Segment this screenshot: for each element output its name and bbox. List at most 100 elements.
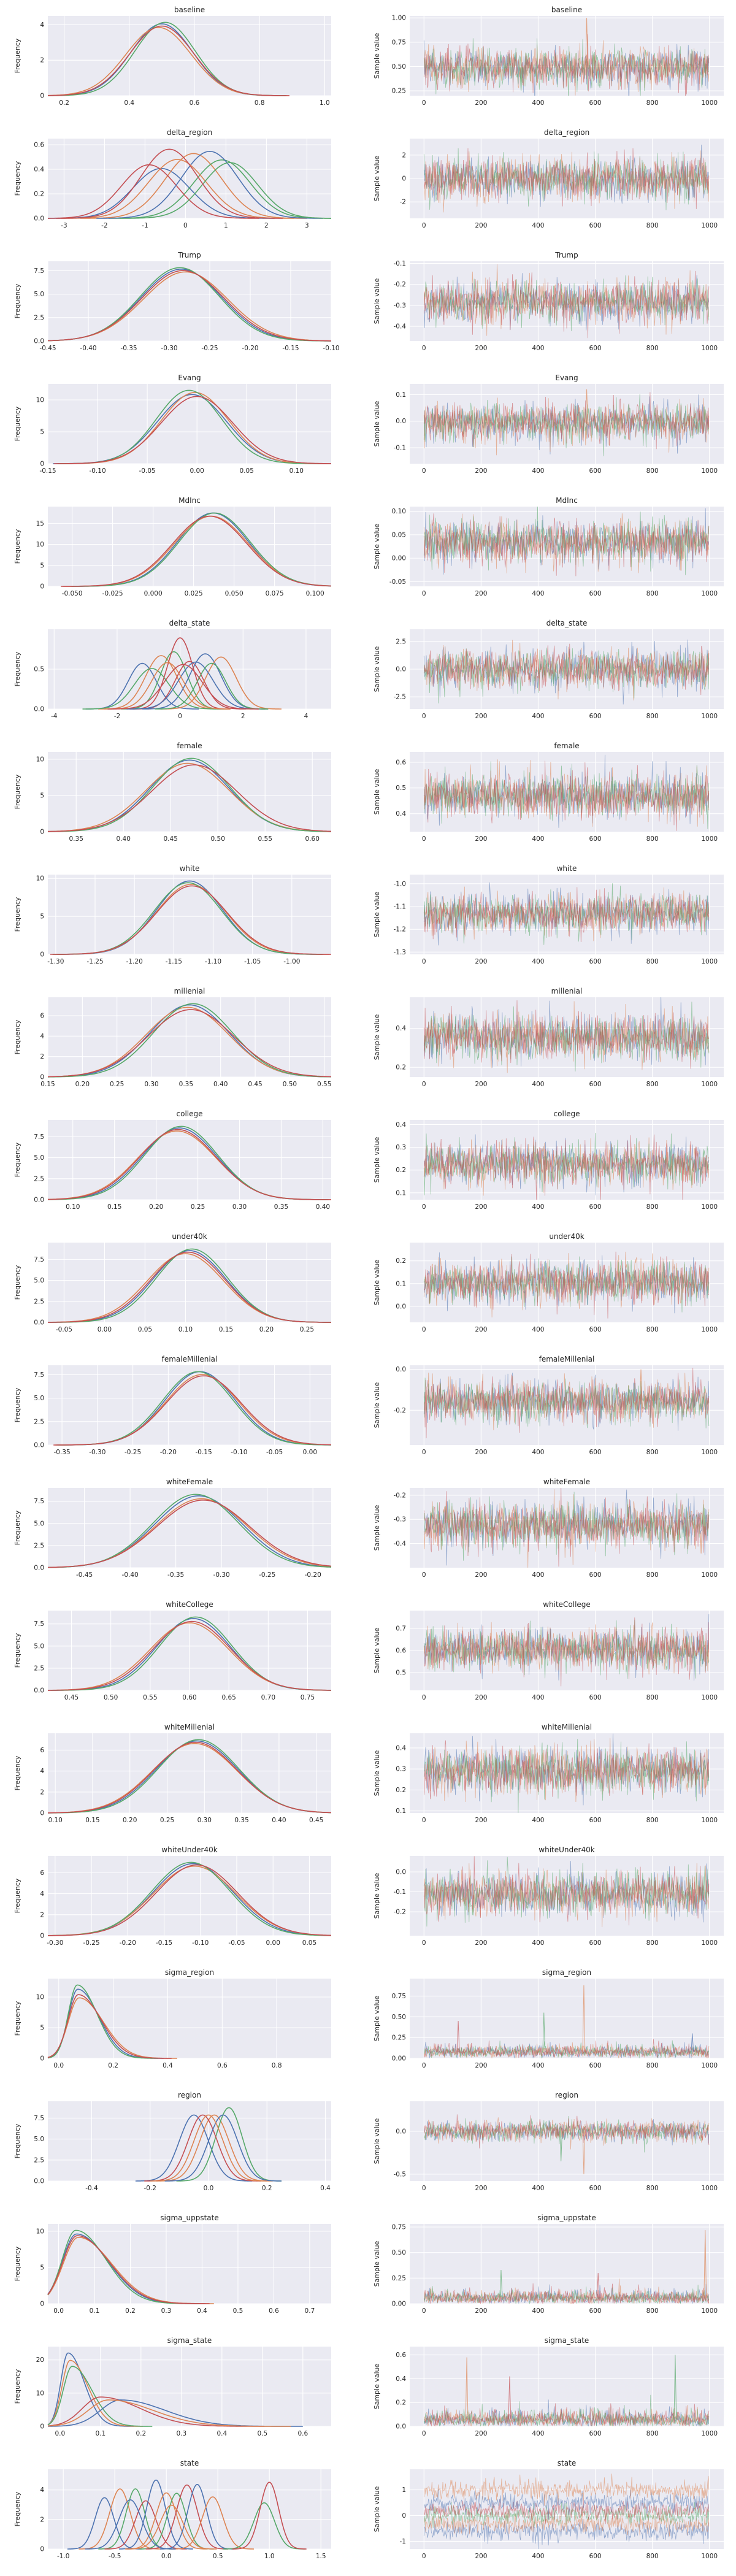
- y-axis-label: Frequency: [13, 161, 21, 196]
- x-tick-label: 0.30: [197, 1817, 212, 1824]
- x-tick-label: 200: [475, 222, 487, 229]
- x-tick-label: 200: [475, 1203, 487, 1211]
- x-tick-label: 0.35: [179, 1081, 193, 1088]
- x-tick-label: 800: [646, 835, 659, 843]
- x-tick-label: -0.15: [196, 1449, 212, 1456]
- y-axis-label: Frequency: [13, 651, 21, 686]
- y-tick-label: 0.5: [34, 666, 44, 673]
- x-tick-label: 0.0: [55, 2430, 65, 2437]
- y-tick-label: 0.2: [34, 191, 44, 198]
- panel-title: state: [558, 2459, 576, 2467]
- y-tick-label: 0.00: [392, 2301, 406, 2308]
- panel-title: sigma_uppstate: [537, 2214, 596, 2222]
- x-tick-label: 200: [475, 2062, 487, 2069]
- x-tick-label: 600: [589, 2553, 602, 2560]
- x-tick-label: 0.0: [53, 2307, 64, 2315]
- x-tick-label: 200: [475, 1817, 487, 1824]
- density-curve: [109, 159, 331, 219]
- y-axis-label: Sample value: [373, 523, 381, 569]
- x-tick-label: 0.2: [59, 99, 69, 107]
- density-panel-female: 0.35 0.40 0.45 0.50 0.55 0.60 0 5 10 female Freque…: [13, 742, 332, 843]
- x-tick-label: -1.05: [244, 958, 261, 965]
- x-tick-label: 0.6: [217, 2062, 228, 2069]
- x-tick-label: 200: [475, 590, 487, 597]
- x-tick-label: 200: [475, 2185, 487, 2192]
- density-panel-MdInc: -0.050 -0.025 0.000 0.025 0.050 0.075 0.100 0 5 1…: [13, 496, 332, 597]
- plot-background: [48, 1365, 331, 1445]
- y-tick-label: 0.3: [396, 1144, 406, 1151]
- y-axis-label: Frequency: [13, 529, 21, 564]
- x-tick-label: 0.075: [266, 590, 284, 597]
- x-tick-label: 800: [646, 1081, 659, 1088]
- x-tick-label: 800: [646, 2307, 659, 2315]
- x-tick-label: 0.10: [178, 1326, 193, 1333]
- y-axis-label: Frequency: [13, 2246, 21, 2281]
- x-tick-label: 400: [532, 590, 544, 597]
- y-tick-label: -0.2: [394, 1492, 407, 1499]
- x-tick-label: 1000: [701, 713, 718, 720]
- density-curve: [104, 662, 231, 710]
- y-tick-label: 0.0: [396, 1869, 406, 1876]
- x-tick-label: 200: [475, 713, 487, 720]
- density-curve: [118, 2479, 193, 2550]
- x-tick-label: 0.45: [164, 835, 178, 843]
- panel-title: sigma_region: [165, 1968, 214, 1977]
- y-tick-label: 0: [40, 2055, 44, 2063]
- x-tick-label: 0.05: [240, 467, 254, 475]
- x-tick-label: -0.10: [192, 1939, 209, 1947]
- x-tick-label: 0.45: [248, 1081, 262, 1088]
- density-curve: [47, 1500, 332, 1568]
- x-tick-label: 800: [646, 2553, 659, 2560]
- trace-spike: [508, 2376, 512, 2420]
- density-curve: [156, 2114, 273, 2182]
- x-tick-label: -0.35: [120, 345, 137, 352]
- y-tick-label: 0.0: [34, 1565, 44, 1572]
- y-tick-label: 5.0: [34, 291, 44, 298]
- x-tick-label: 0: [422, 2553, 426, 2560]
- x-tick-label: 0.10: [48, 1817, 62, 1824]
- x-tick-label: 800: [646, 1449, 659, 1456]
- x-tick-label: 800: [646, 2185, 659, 2192]
- y-tick-label: -0.3: [394, 1516, 407, 1524]
- trace-panel-female: 0 200 400 600 800 1000 0.4 0.5 0.6 female Sample v…: [373, 742, 724, 843]
- x-tick-label: -0.4: [85, 2185, 98, 2192]
- x-tick-label: 600: [589, 99, 602, 107]
- y-tick-label: 2.5: [34, 1175, 44, 1183]
- x-tick-label: 200: [475, 345, 487, 352]
- x-tick-label: -0.45: [76, 1571, 93, 1579]
- y-axis-label: Frequency: [13, 283, 21, 318]
- trace-panel-college: 0 200 400 600 800 1000 0.1 0.2 0.3 0.4 college Samp…: [373, 1110, 724, 1211]
- trace-chain: [423, 270, 710, 339]
- density-panel-millenial: 0.15 0.20 0.25 0.30 0.35 0.40 0.45 0.50 0.55 0 2 4 6…: [13, 987, 331, 1088]
- y-tick-label: -2: [400, 199, 406, 206]
- x-tick-label: -0.35: [167, 1571, 184, 1579]
- x-tick-label: 4: [304, 713, 309, 720]
- y-tick-label: 7.5: [34, 1133, 44, 1141]
- y-tick-label: 0.4: [396, 1025, 406, 1032]
- x-tick-label: 200: [475, 835, 487, 843]
- y-axis-label: Frequency: [13, 2123, 21, 2158]
- x-tick-label: -0.25: [201, 345, 218, 352]
- row-MdInc: -0.050 -0.025 0.000 0.025 0.050 0.075 0.100051…: [13, 496, 724, 597]
- x-tick-label: 0: [183, 222, 188, 229]
- x-tick-label: -1.20: [126, 958, 143, 965]
- x-tick-label: 400: [532, 835, 544, 843]
- y-tick-label: -0.2: [394, 281, 407, 288]
- x-tick-label: 0.30: [144, 1081, 158, 1088]
- trace-panel-sigma_uppstate: 0 200 400 600 800 1000 0.00 0.25 0.50 0.75 sigma_u…: [373, 2214, 724, 2315]
- x-tick-label: 600: [589, 1694, 602, 1701]
- x-tick-label: 1000: [701, 2430, 718, 2437]
- density-curve: [107, 664, 259, 710]
- x-tick-label: 0.2: [262, 2185, 272, 2192]
- trace-chain: [423, 1256, 710, 1313]
- x-tick-label: 1000: [701, 590, 718, 597]
- x-tick-label: 1000: [701, 99, 718, 107]
- trace-spike: [691, 2033, 694, 2052]
- y-tick-label: 0.0: [34, 1197, 44, 1204]
- density-curve: [48, 764, 332, 832]
- x-tick-label: 600: [589, 1449, 602, 1456]
- row-millenial: 0.15 0.20 0.25 0.30 0.35 0.40 0.45 0.50 0.550246…: [13, 987, 724, 1088]
- y-tick-label: 6: [40, 1013, 44, 1020]
- x-tick-label: 0: [422, 222, 426, 229]
- trace-chain: [423, 1617, 710, 1687]
